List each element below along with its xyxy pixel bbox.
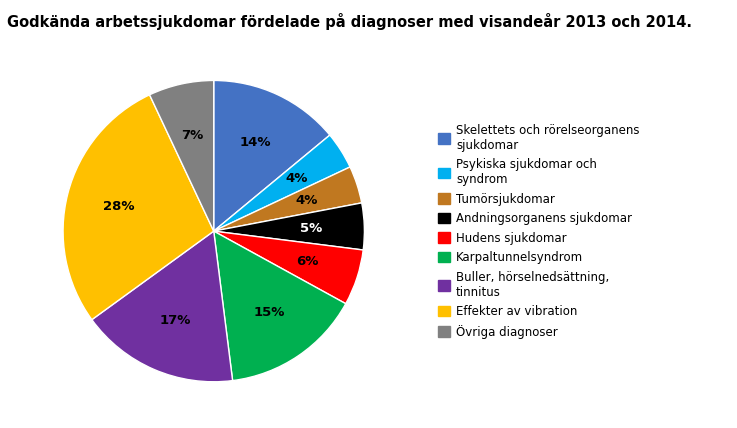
- Text: 6%: 6%: [296, 255, 318, 268]
- Wedge shape: [214, 231, 346, 380]
- Text: Godkända arbetssjukdomar fördelade på diagnoser med visandeår 2013 och 2014.: Godkända arbetssjukdomar fördelade på di…: [7, 13, 692, 30]
- Text: 7%: 7%: [181, 129, 203, 142]
- Text: 4%: 4%: [285, 172, 307, 185]
- Text: 14%: 14%: [240, 136, 271, 149]
- Wedge shape: [214, 135, 350, 231]
- Legend: Skelettets och rörelseorganens
sjukdomar, Psykiska sjukdomar och
syndrom, Tumörs: Skelettets och rörelseorganens sjukdomar…: [435, 120, 643, 342]
- Wedge shape: [214, 231, 363, 304]
- Text: 15%: 15%: [253, 306, 284, 318]
- Text: 17%: 17%: [159, 315, 191, 327]
- Wedge shape: [150, 80, 214, 231]
- Wedge shape: [214, 203, 364, 250]
- Text: 4%: 4%: [296, 194, 318, 207]
- Text: 5%: 5%: [301, 222, 323, 235]
- Wedge shape: [214, 80, 330, 231]
- Wedge shape: [92, 231, 233, 382]
- Text: 28%: 28%: [103, 200, 135, 213]
- Wedge shape: [63, 95, 214, 320]
- Wedge shape: [214, 167, 362, 231]
